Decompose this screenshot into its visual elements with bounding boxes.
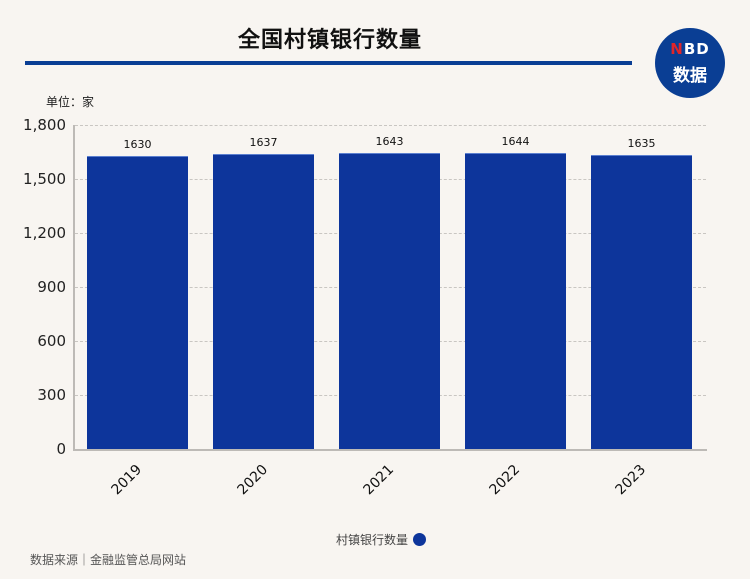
data-label: 1637 bbox=[249, 136, 278, 150]
logo-data-text: 数据 bbox=[673, 66, 707, 86]
gridline bbox=[75, 125, 706, 126]
y-tick-label: 600 bbox=[37, 332, 66, 350]
chart-title: 全国村镇银行数量 bbox=[237, 28, 422, 53]
y-tick-label: 1,200 bbox=[23, 224, 66, 242]
logo-nbd-text: NBD bbox=[670, 40, 710, 58]
y-tick-label: 1,500 bbox=[23, 170, 66, 188]
x-tick-label: 2022 bbox=[486, 461, 524, 499]
bar-2021 bbox=[339, 153, 440, 449]
y-tick-label: 900 bbox=[37, 278, 66, 296]
y-tick-label: 0 bbox=[56, 440, 66, 458]
y-axis-line bbox=[73, 125, 75, 450]
x-tick-label: 2023 bbox=[612, 461, 650, 499]
bar-2023 bbox=[591, 154, 692, 449]
data-label: 1635 bbox=[627, 136, 656, 150]
x-tick-label: 2019 bbox=[108, 461, 146, 499]
legend: 村镇银行数量 bbox=[336, 531, 427, 548]
y-tick-label: 300 bbox=[37, 386, 66, 404]
data-source: 数据来源｜金融监管总局网站 bbox=[30, 553, 187, 567]
x-tick-label: 2021 bbox=[360, 461, 398, 499]
legend-label: 村镇银行数量 bbox=[336, 533, 409, 547]
data-label: 1643 bbox=[375, 135, 404, 149]
data-label: 1630 bbox=[123, 137, 152, 151]
y-tick-label: 1,800 bbox=[23, 116, 66, 134]
legend-dot-icon bbox=[413, 533, 427, 546]
data-label: 1644 bbox=[501, 135, 530, 149]
bar-2020 bbox=[213, 154, 314, 449]
unit-label: 单位：家 bbox=[46, 95, 95, 109]
title-divider bbox=[25, 61, 632, 65]
nbd-logo: NBD 数据 bbox=[655, 28, 725, 98]
x-axis-line bbox=[73, 449, 707, 451]
bar-2019 bbox=[87, 155, 188, 449]
x-tick-label: 2020 bbox=[234, 461, 272, 499]
bar-2022 bbox=[465, 153, 566, 449]
